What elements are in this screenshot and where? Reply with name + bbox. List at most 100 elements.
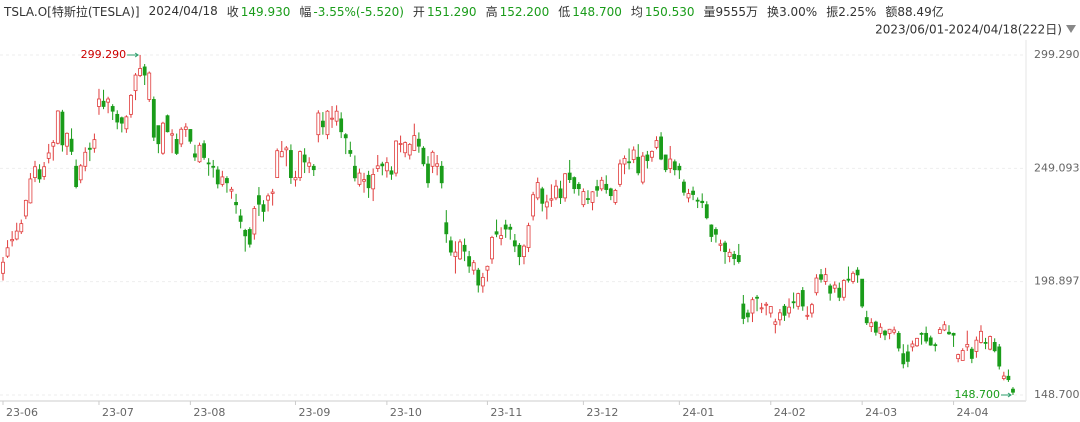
candle-body [298, 151, 302, 178]
candle-body [618, 163, 622, 185]
dropdown-arrow[interactable] [1066, 25, 1076, 33]
candle-body [654, 140, 659, 148]
candle-body [65, 132, 69, 147]
candle-body [247, 229, 252, 245]
candle-body [394, 140, 398, 174]
symbol: TSLA.O[特斯拉(TESLA)] [4, 4, 140, 19]
x-tick-label: 23-06 [6, 406, 38, 419]
candle-body [23, 199, 28, 217]
candle-body [823, 274, 828, 282]
candle-body [366, 174, 371, 189]
y-tick-label: 299.290 [1034, 48, 1080, 61]
candle-body [325, 110, 330, 136]
candle-body [60, 111, 65, 146]
candle-body [92, 139, 97, 149]
candle-body [535, 182, 540, 199]
candle-body [74, 165, 79, 188]
candle-body [115, 113, 120, 123]
min-label: 148.700 [954, 388, 1000, 401]
candle-body [841, 280, 846, 298]
candle-body [389, 170, 394, 175]
candle-body [819, 274, 823, 280]
candle-body [595, 186, 599, 191]
candle-body [193, 153, 197, 158]
x-tick-label: 23-10 [390, 406, 422, 419]
candle-body [133, 74, 138, 92]
candle-body [371, 174, 376, 190]
candle-body [69, 138, 74, 152]
candle-body [878, 326, 883, 334]
candle-body [220, 176, 225, 185]
candle-body [622, 157, 627, 165]
candle-body [526, 225, 531, 248]
candle-body [581, 191, 586, 206]
candle-body [736, 255, 741, 262]
candle-body [741, 303, 746, 319]
candle-body [805, 314, 810, 317]
candle-body [663, 154, 668, 171]
candle-body [855, 269, 860, 276]
field-label: 低 [558, 4, 571, 19]
x-tick-label: 23-09 [298, 406, 330, 419]
candle-body [421, 147, 426, 165]
candle-body [969, 348, 974, 359]
candle-body [563, 173, 568, 199]
candle-body [375, 165, 380, 169]
candle-body [942, 324, 947, 331]
candle-body [334, 110, 339, 122]
candle-body [983, 341, 988, 344]
candle-body [289, 150, 293, 178]
candle-body [604, 183, 609, 190]
candle-body [270, 191, 275, 194]
candle-body [348, 150, 353, 154]
candle-body [540, 188, 545, 204]
candle-body [352, 165, 357, 179]
date-range[interactable]: 2023/06/01-2024/04/18(222日) [875, 23, 1062, 37]
candle-body [714, 229, 718, 235]
candle-body [229, 188, 234, 192]
candle-body [892, 329, 897, 333]
candle-body [55, 110, 60, 144]
quote-field: 幅 -3.55%(-5.520) [299, 3, 404, 20]
candle-body [480, 276, 485, 287]
y-tick-label: 249.093 [1034, 161, 1080, 174]
candle-body [202, 143, 206, 158]
candle-body [28, 178, 33, 204]
quote-field: 均 150.530 [631, 3, 695, 20]
candle-body [330, 117, 334, 120]
candle-body [782, 305, 787, 316]
candle-body [837, 287, 842, 298]
candle-body [302, 154, 307, 163]
quote-field: 低 148.700 [558, 3, 622, 20]
candle-body [988, 336, 993, 350]
field-label: 振 [826, 4, 839, 19]
candle-body [261, 204, 266, 212]
field-value: 149.930 [240, 4, 291, 19]
y-tick-label: 198.897 [1034, 275, 1080, 288]
max-label: 299.290 [81, 48, 127, 61]
candle-body [800, 290, 805, 307]
candle-body [448, 240, 453, 253]
candle-body [110, 106, 115, 112]
candle-body [19, 223, 24, 233]
candle-body [494, 231, 499, 235]
candle-body [901, 353, 906, 365]
candle-body [549, 198, 554, 201]
field-value: 9555万 [715, 4, 759, 19]
field-label: 高 [485, 4, 498, 19]
candle-body [755, 296, 759, 299]
candle-body [458, 241, 462, 260]
candle-body [275, 150, 280, 178]
candle-body [499, 235, 504, 239]
candle-body [846, 278, 851, 281]
candle-body [567, 172, 572, 181]
candle-body [165, 115, 170, 133]
candle-body [211, 165, 216, 168]
candle-body [700, 200, 705, 204]
date: 2024/04/18 [148, 4, 218, 18]
candle-body [883, 330, 887, 336]
candle-body [636, 156, 641, 174]
candle-body [490, 237, 494, 260]
candle-body [796, 293, 801, 307]
candle-body [965, 344, 970, 348]
